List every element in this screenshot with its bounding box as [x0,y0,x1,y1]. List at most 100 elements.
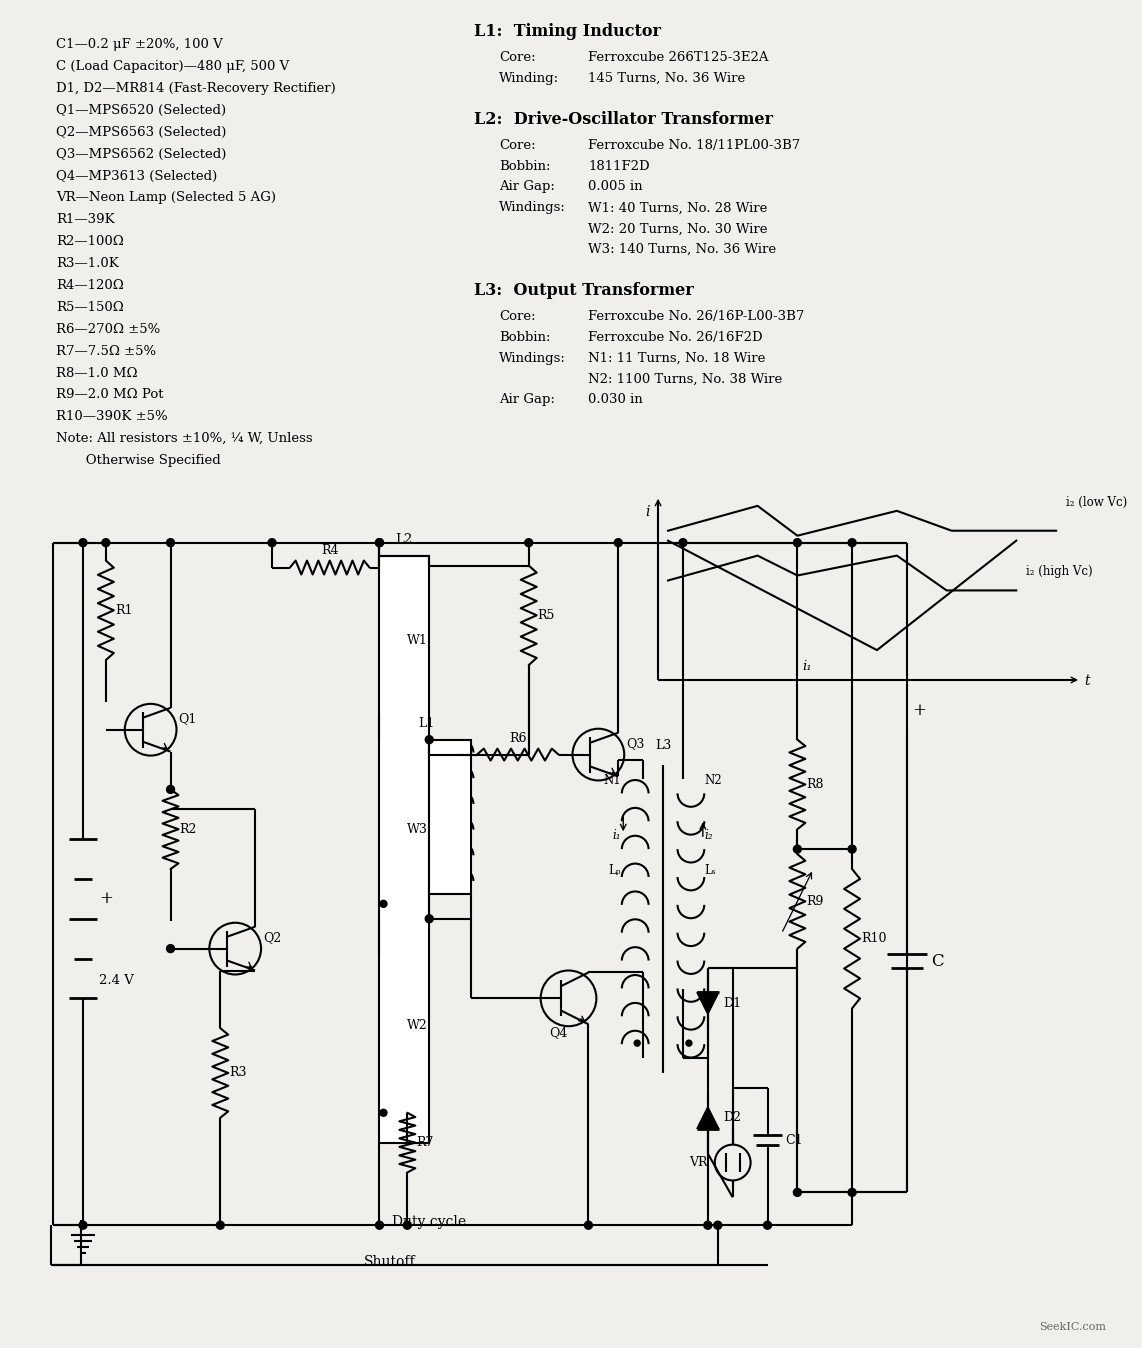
Circle shape [167,945,175,953]
Text: C1: C1 [786,1134,803,1147]
Text: Winding:: Winding: [499,71,558,85]
Text: Q1: Q1 [178,712,196,725]
Text: i₁: i₁ [803,661,812,673]
Text: 0.030 in: 0.030 in [588,394,643,406]
Text: 2.4 V: 2.4 V [99,975,134,987]
Circle shape [268,539,276,547]
Text: Otherwise Specified: Otherwise Specified [56,454,220,468]
Text: i₂: i₂ [705,829,714,842]
Text: R3: R3 [230,1066,247,1080]
Text: Q2: Q2 [263,930,281,944]
Text: Windings:: Windings: [499,352,565,364]
Text: VR: VR [690,1157,708,1169]
Text: i₂ (low Vᴄ): i₂ (low Vᴄ) [1065,496,1127,508]
Text: R2: R2 [179,822,196,836]
Text: Ferroxcube No. 18/11PL00-3B7: Ferroxcube No. 18/11PL00-3B7 [588,139,801,152]
Text: R10—390K ±5%: R10—390K ±5% [56,410,168,423]
Text: R7—7.5Ω ±5%: R7—7.5Ω ±5% [56,345,156,357]
Text: Q3—MPS6562 (Selected): Q3—MPS6562 (Selected) [56,148,226,160]
Circle shape [524,539,532,547]
Circle shape [849,539,856,547]
Text: Q2—MPS6563 (Selected): Q2—MPS6563 (Selected) [56,125,226,139]
Text: i₁: i₁ [613,829,621,842]
Text: R9: R9 [806,895,823,907]
Circle shape [714,1221,722,1229]
Circle shape [425,915,433,923]
Circle shape [585,1221,593,1229]
Text: R6: R6 [509,732,526,744]
Circle shape [380,1109,387,1116]
Circle shape [102,539,110,547]
Circle shape [634,1041,641,1046]
Text: N1: 11 Turns, No. 18 Wire: N1: 11 Turns, No. 18 Wire [588,352,766,364]
Circle shape [167,539,175,547]
Text: L1: L1 [418,717,434,729]
Text: D1: D1 [724,996,742,1010]
Text: Core:: Core: [499,139,536,152]
Text: W3: 140 Turns, No. 36 Wire: W3: 140 Turns, No. 36 Wire [588,243,777,256]
Circle shape [216,1221,224,1229]
Text: Air Gap:: Air Gap: [499,394,555,406]
Circle shape [794,539,802,547]
Circle shape [425,736,433,744]
Text: i: i [645,504,650,519]
Circle shape [686,1041,692,1046]
Circle shape [849,1189,856,1197]
Text: Bobbin:: Bobbin: [499,330,550,344]
Text: L1:  Timing Inductor: L1: Timing Inductor [474,23,661,40]
Text: Windings:: Windings: [499,201,565,214]
Text: N1: N1 [604,775,621,787]
Circle shape [679,539,687,547]
Text: Q4: Q4 [549,1026,568,1039]
Circle shape [79,539,87,547]
Text: W2: 20 Turns, No. 30 Wire: W2: 20 Turns, No. 30 Wire [588,222,767,236]
Circle shape [79,1221,87,1229]
Circle shape [376,1221,384,1229]
Text: +: + [99,891,113,907]
Text: R8—1.0 MΩ: R8—1.0 MΩ [56,367,138,380]
Text: Bobbin:: Bobbin: [499,159,550,173]
Text: L2: L2 [396,532,413,546]
Text: R9—2.0 MΩ Pot: R9—2.0 MΩ Pot [56,388,163,402]
Text: C: C [931,953,943,969]
Circle shape [703,1221,711,1229]
Text: t: t [1084,674,1089,687]
Circle shape [794,1189,802,1197]
Text: Air Gap:: Air Gap: [499,181,555,194]
Text: i₂ (high Vᴄ): i₂ (high Vᴄ) [1027,566,1093,578]
Text: 0.005 in: 0.005 in [588,181,643,194]
Text: C1—0.2 μF ±20%, 100 V: C1—0.2 μF ±20%, 100 V [56,38,223,51]
Circle shape [376,539,384,547]
Text: +: + [911,702,926,718]
Text: Q1—MPS6520 (Selected): Q1—MPS6520 (Selected) [56,104,226,117]
Text: R5—150Ω: R5—150Ω [56,301,123,314]
Text: Q3: Q3 [626,736,644,749]
Text: Lₚ: Lₚ [609,864,621,878]
Circle shape [794,845,802,853]
Text: L3:  Output Transformer: L3: Output Transformer [474,282,693,299]
Text: N2: 1100 Turns, No. 38 Wire: N2: 1100 Turns, No. 38 Wire [588,372,782,386]
Text: Shutoff: Shutoff [363,1255,416,1268]
Text: R1: R1 [115,604,132,617]
Circle shape [403,1221,411,1229]
Text: Ferroxcube No. 26/16F2D: Ferroxcube No. 26/16F2D [588,330,763,344]
Text: Core:: Core: [499,51,536,65]
Polygon shape [697,992,718,1014]
Text: Ferroxcube No. 26/16P-L00-3B7: Ferroxcube No. 26/16P-L00-3B7 [588,310,805,322]
Circle shape [764,1221,772,1229]
Text: D2: D2 [724,1111,742,1124]
Text: R5: R5 [538,609,555,621]
Text: VR—Neon Lamp (Selected 5 AG): VR—Neon Lamp (Selected 5 AG) [56,191,276,205]
Text: L3: L3 [654,739,671,752]
Text: W1: W1 [408,634,428,647]
Text: Note: All resistors ±10%, ¼ W, Unless: Note: All resistors ±10%, ¼ W, Unless [56,433,313,445]
Text: R7: R7 [417,1136,434,1148]
Text: R10: R10 [861,933,886,945]
Text: Lₛ: Lₛ [705,864,716,878]
Text: D1, D2—MR814 (Fast-Recovery Rectifier): D1, D2—MR814 (Fast-Recovery Rectifier) [56,82,336,94]
Circle shape [167,786,175,794]
Text: W3: W3 [408,822,428,836]
Circle shape [614,539,622,547]
Bar [379,555,429,1143]
Circle shape [376,539,384,547]
